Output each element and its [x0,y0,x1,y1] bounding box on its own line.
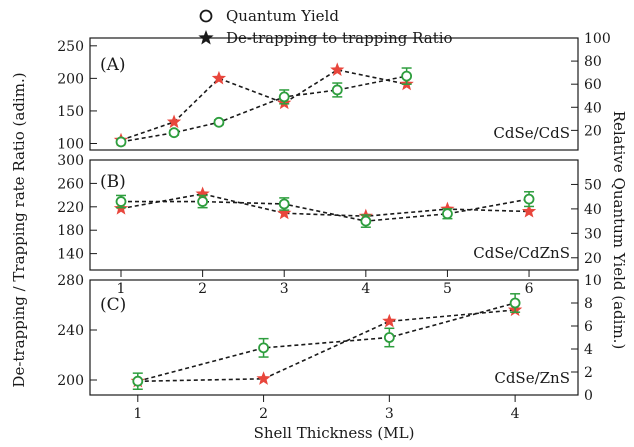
quantum-yield-point [197,196,209,207]
quantum-yield-point [258,342,269,354]
panel-1: 100 150 200 250 20 40 60 80 100 (A) CdSe/CdS [57,31,610,152]
quantum-yield-point [383,332,395,343]
material-label: CdSe/CdS [493,124,570,142]
quantum-yield-series-line [137,302,516,382]
ratio-point [277,205,292,220]
x-tick-label: 4 [511,406,520,422]
y-right-tick-label: 40 [584,100,602,116]
y-left-tick-label: 100 [57,136,84,152]
y-right-tick-label: 0 [584,388,593,404]
y-right-tick-label: 6 [584,319,593,335]
x-tick-label: 2 [259,406,268,422]
x-tick-label: 3 [280,281,289,297]
y-right-tick-label: 30 [584,226,602,242]
y-right-tick-label: 40 [584,202,602,218]
y-right-tick-label: 10 [584,273,602,289]
quantum-yield-series-line [121,198,530,222]
panel-tag: (B) [100,172,126,192]
quantum-yield-point [132,375,144,387]
y-right-tick-label: 8 [584,296,593,312]
panels: 10015020025020406080100(A)CdSe/CdS140180… [57,31,610,422]
panel-tag: (C) [100,295,126,315]
y-left-tick-label: 200 [57,71,84,87]
legend-star-icon [198,30,214,45]
quantum-yield-point [213,116,225,128]
y-right-tick-label: 100 [584,31,611,47]
panel-frame [89,159,579,271]
ratio-point [195,186,210,200]
y-left-tick-label: 280 [57,273,84,289]
x-tick-label: 4 [361,281,370,297]
legend-circle-icon [199,9,213,23]
y-left-tick-label: 260 [57,176,84,192]
quantum-yield-point [523,193,535,205]
y-axis-title-right: Relative Quantum Yield (adim.) [610,111,628,350]
ratio-point [382,313,397,328]
x-tick-label: 1 [133,406,142,422]
y-right-tick-label: 2 [584,365,593,381]
panel-frame [89,279,579,396]
ratio-point [330,62,345,76]
x-axis-title: Shell Thickness (ML) [254,424,415,442]
y-left-tick-label: 240 [57,323,84,339]
y-right-tick-label: 80 [584,54,602,70]
material-label: CdSe/CdZnS [473,244,570,262]
quantum-yield-point [509,297,521,309]
ratio-point [211,70,227,85]
y-left-tick-label: 220 [57,200,84,216]
quantum-yield-point [115,196,127,207]
y-axis-title-left: De-trapping / Trapping rate Ratio (adim.… [10,72,28,387]
material-label: CdSe/ZnS [494,369,570,387]
panel-frame [89,37,579,151]
quantum-yield-point [442,208,453,220]
legend-label-quantum-yield: Quantum Yield [226,7,339,25]
ratio-point [256,371,271,385]
ratio-point [166,114,182,129]
y-left-tick-label: 140 [57,247,84,263]
x-tick-label: 5 [443,281,452,297]
y-left-tick-label: 250 [57,39,84,55]
quantum-yield-series-line [120,75,407,143]
y-left-tick-label: 300 [57,153,84,169]
x-tick-label: 2 [198,281,207,297]
ratio-series-line [137,309,516,383]
y-right-tick-label: 60 [584,77,602,93]
x-tick-label: 3 [385,406,394,422]
panel-2: 140 180 220 260 300 20 30 40 50 1 2 3 4 5 6 (B) CdSe/CdZ… [57,153,602,297]
quantum-yield-point [401,70,413,82]
y-right-tick-label: 50 [584,177,602,193]
quantum-yield-point [115,136,127,148]
quantum-yield-point [278,91,290,103]
legend: Quantum Yield De-trapping to trapping Ra… [198,7,453,47]
ratio-series-line [120,193,530,218]
ratio-point [521,203,537,218]
y-right-tick-label: 20 [584,123,602,139]
y-left-tick-label: 180 [57,223,84,239]
y-right-tick-label: 20 [584,251,602,267]
quantum-yield-point [360,215,372,227]
y-left-tick-label: 150 [57,104,84,120]
y-left-tick-label: 200 [57,373,84,389]
ratio-series-line [120,69,407,141]
panel-tag: (A) [100,55,126,75]
quantum-yield-point [331,84,343,96]
quantum-yield-point [168,127,180,139]
y-right-tick-label: 4 [584,342,593,358]
x-tick-label: 1 [117,281,126,297]
quantum-yield-point [278,198,290,210]
x-tick-label: 6 [525,281,534,297]
